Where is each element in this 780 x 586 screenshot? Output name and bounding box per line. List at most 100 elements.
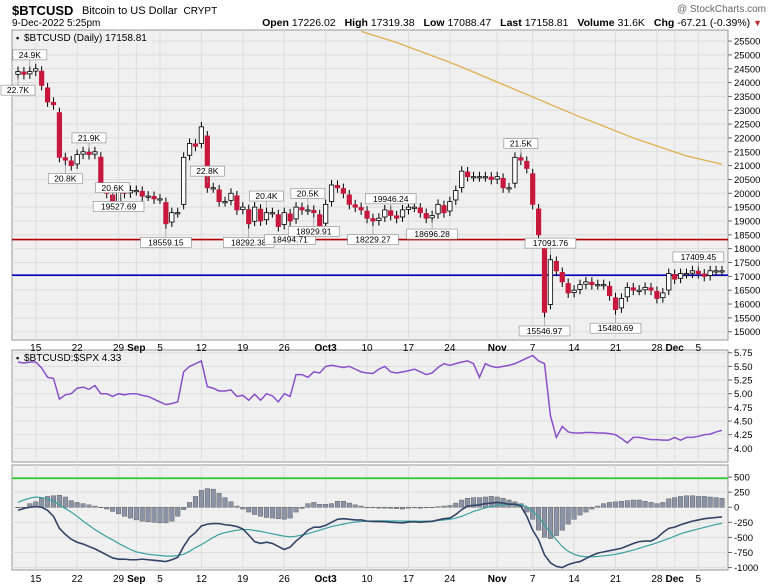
copyright[interactable]: @ StockCharts.com (676, 4, 766, 15)
price-label-box (503, 138, 539, 149)
ratio-panel-title: $BTCUSD:$SPX 4.33 (24, 353, 122, 364)
candle (275, 214, 281, 227)
histogram-bar (376, 507, 382, 509)
histogram-bar (323, 504, 329, 508)
candle (689, 270, 696, 274)
candle (56, 112, 63, 158)
candle (80, 151, 86, 155)
histogram-bar (127, 507, 133, 519)
candle (192, 143, 199, 147)
candle (417, 207, 423, 214)
panel-3 (11, 464, 729, 571)
candle (311, 209, 317, 214)
histogram-bar (636, 499, 642, 508)
candle (642, 287, 648, 291)
candle (677, 273, 684, 279)
y-tick-label: 4.50 (734, 417, 753, 428)
candle (666, 273, 672, 291)
y-tick-label: 18000 (734, 244, 760, 255)
histogram-bar (695, 496, 701, 508)
price-label: 15480.69 (598, 323, 634, 333)
histogram-bar (15, 507, 21, 508)
histogram-bar (56, 494, 62, 508)
price-label: 21.9K (78, 133, 101, 143)
y-tick-label: 15000 (734, 327, 760, 338)
candle (181, 156, 187, 205)
histogram-bar (465, 497, 471, 508)
price-label: 22.7K (7, 85, 30, 95)
price-label: 22.8K (196, 166, 219, 176)
candle (328, 184, 335, 202)
histogram-bar (198, 490, 204, 508)
x-tick-label: 5 (157, 343, 163, 354)
histogram-bar (234, 505, 240, 508)
candle (133, 190, 139, 193)
histogram-bar (707, 496, 713, 508)
histogram-bar (411, 507, 417, 509)
y-tick-label: 5.75 (734, 348, 753, 359)
histogram-bar (565, 507, 571, 525)
histogram-bar (116, 507, 122, 515)
candle (340, 188, 346, 194)
histogram-bar (110, 507, 116, 512)
y-tick-label: -750 (734, 548, 753, 559)
histogram-bar (719, 497, 725, 508)
price-label: 18229.27 (355, 235, 391, 245)
histogram-bar (269, 507, 275, 519)
histogram-bar (305, 503, 311, 508)
candle (618, 298, 625, 309)
candle (39, 70, 45, 86)
candle (92, 151, 98, 155)
candle (683, 273, 690, 276)
candle (441, 205, 447, 214)
histogram-bar (429, 507, 435, 508)
y-tick-label: 4.00 (734, 444, 753, 455)
histogram-bar (222, 497, 228, 508)
candle (636, 289, 642, 292)
x-tick-label: Oct3 (315, 574, 338, 585)
histogram-bar (642, 501, 648, 508)
price-label-box (347, 234, 399, 245)
histogram-bar (311, 502, 317, 508)
y-tick-label: 20000 (734, 189, 760, 200)
candle (257, 208, 264, 222)
candle (139, 190, 145, 197)
x-tick-label: 26 (279, 574, 291, 585)
y-tick-label: 17000 (734, 272, 760, 283)
moving-average-line (360, 30, 723, 165)
histogram-bar (553, 507, 559, 536)
candle (228, 192, 234, 201)
y-tick-label: 19000 (734, 216, 760, 227)
histogram-bar (293, 507, 299, 513)
candle (577, 284, 583, 290)
histogram-bar (394, 507, 400, 509)
price-label-box (406, 228, 458, 240)
histogram-bar (281, 507, 287, 520)
candle (186, 143, 193, 156)
y-tick-label: 17500 (734, 258, 760, 269)
histogram-bar (471, 497, 477, 508)
x-tick-label: 15 (30, 343, 42, 354)
histogram-bar (210, 488, 216, 508)
histogram-bar (701, 496, 707, 508)
y-tick-label: 23000 (734, 106, 760, 117)
candle (44, 87, 51, 103)
price-label: 17409.45 (681, 252, 717, 262)
candle (281, 212, 287, 225)
histogram-bar (648, 502, 654, 508)
x-tick-label: 14 (569, 343, 581, 354)
price-label: 20.5K (297, 188, 320, 198)
candle (713, 270, 719, 273)
price-label-box (518, 325, 571, 337)
histogram-bar (364, 507, 370, 508)
candle (317, 214, 323, 227)
price-label-box (288, 226, 340, 237)
price-label-box (71, 132, 107, 144)
histogram-bar (39, 497, 45, 508)
price-label-box (524, 237, 577, 249)
histogram-bar (151, 507, 157, 523)
histogram-bar (370, 507, 376, 509)
histogram-bar (453, 502, 459, 508)
histogram-bar (98, 507, 104, 508)
